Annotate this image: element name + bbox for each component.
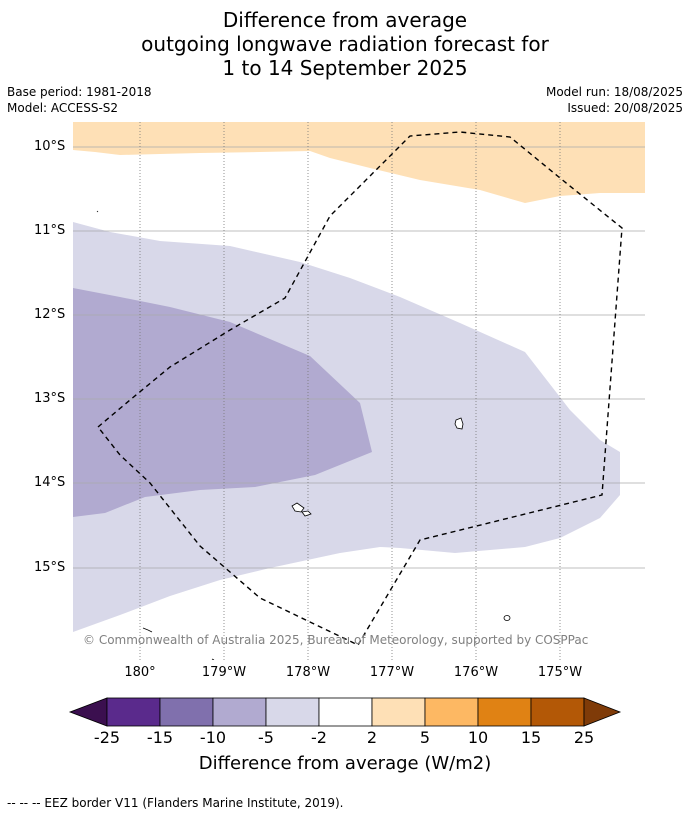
colorbar-tick: -15 bbox=[146, 728, 174, 747]
model-run-text: Model run: 18/08/2025 bbox=[545, 85, 683, 99]
meta-right: Model run: 18/08/2025 Issued: 20/08/2025 bbox=[546, 84, 683, 116]
lon-label-180: 180° bbox=[124, 665, 156, 680]
lat-label-14s: 14°S bbox=[34, 475, 66, 490]
title-line-2: outgoing longwave radiation forecast for bbox=[141, 32, 549, 56]
colorbar-extend-low bbox=[68, 697, 108, 727]
colorbar-title: Difference from average (W/m2) bbox=[198, 753, 492, 774]
island-outlines bbox=[96, 210, 511, 660]
colorbar-bin-5-10 bbox=[424, 697, 479, 727]
colorbar-bin-15-25 bbox=[530, 697, 585, 727]
colorbar-tick: 15 bbox=[520, 728, 542, 747]
colorbar-bin-2-5 bbox=[371, 697, 426, 727]
map-title: Difference from average outgoing longwav… bbox=[0, 8, 690, 80]
map-area bbox=[73, 122, 645, 660]
title-line-3: 1 to 14 September 2025 bbox=[222, 56, 468, 80]
meta-left: Base period: 1981-2018 Model: ACCESS-S2 bbox=[7, 84, 152, 116]
issued-text: Issued: 20/08/2025 bbox=[567, 101, 683, 115]
model-text: Model: ACCESS-S2 bbox=[7, 101, 119, 115]
title-line-1: Difference from average bbox=[222, 8, 468, 32]
colorbar-tick: 10 bbox=[467, 728, 489, 747]
colorbar-tick: 25 bbox=[573, 728, 595, 747]
colorbar-tick: -10 bbox=[199, 728, 227, 747]
colorbar-bin-minus15-minus10 bbox=[159, 697, 214, 727]
copyright-credit: © Commonwealth of Australia 2025, Bureau… bbox=[83, 633, 589, 647]
graticule bbox=[73, 146, 645, 569]
colorbar-tick: -2 bbox=[311, 728, 327, 747]
colorbar-tick: 5 bbox=[419, 728, 431, 747]
base-period-text: Base period: 1981-2018 bbox=[7, 85, 152, 99]
colorbar-tick: -25 bbox=[93, 728, 121, 747]
colorbar-tick: 2 bbox=[366, 728, 378, 747]
anomaly-region-minus10-to-minus5 bbox=[73, 288, 372, 517]
colorbar-extend-high bbox=[583, 697, 622, 727]
colorbar-bin-minus10-minus5 bbox=[212, 697, 267, 727]
colorbar-bin-minus25-minus15 bbox=[106, 697, 161, 727]
colorbar-tick: -5 bbox=[258, 728, 274, 747]
lat-label-15s: 15°S bbox=[34, 560, 66, 575]
lat-label-12s: 12°S bbox=[34, 307, 66, 322]
lat-label-11s: 11°S bbox=[34, 223, 66, 238]
colorbar-bin-10-15 bbox=[477, 697, 532, 727]
lon-label-176w: 176°W bbox=[453, 665, 499, 680]
colorbar-bin-minus5-minus2 bbox=[265, 697, 320, 727]
lon-label-175w: 175°W bbox=[537, 665, 583, 680]
lon-label-179w: 179°W bbox=[201, 665, 247, 680]
eez-legend-note: -- -- -- EEZ border V11 (Flanders Marine… bbox=[7, 796, 344, 810]
lat-label-10s: 10°S bbox=[34, 139, 66, 154]
colorbar bbox=[68, 697, 622, 727]
lat-label-13s: 13°S bbox=[34, 391, 66, 406]
eez-border bbox=[97, 131, 623, 646]
lon-label-178w: 178°W bbox=[285, 665, 331, 680]
colorbar-bin-minus2-2 bbox=[318, 697, 373, 727]
lon-label-177w: 177°W bbox=[369, 665, 415, 680]
anomaly-region-2-to-5 bbox=[73, 122, 645, 203]
